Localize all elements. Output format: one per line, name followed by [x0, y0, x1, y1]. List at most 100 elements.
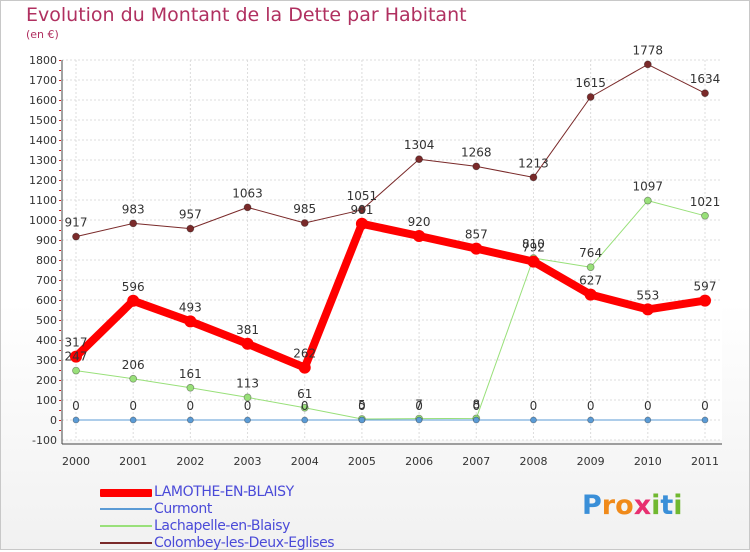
y-tick-label: 1600: [29, 94, 57, 107]
data-label-1: 0: [530, 399, 538, 413]
data-label-1: 0: [129, 399, 137, 413]
data-label-2: 8: [472, 397, 480, 411]
data-label-1: 0: [358, 399, 366, 413]
data-point-3: [129, 219, 138, 228]
data-label-1: 0: [644, 399, 652, 413]
data-point-3: [586, 93, 595, 101]
data-point-3: [415, 155, 423, 164]
data-point-0: [127, 294, 140, 307]
data-label-0: 920: [408, 215, 431, 229]
data-point-1: [186, 416, 194, 424]
legend-label-colombey: Colombey-les-Deux-Eglises: [154, 535, 335, 551]
data-label-3: 917: [65, 216, 88, 230]
logo-letter: o: [615, 490, 634, 521]
data-point-0: [355, 217, 368, 230]
data-label-3: 983: [122, 202, 145, 216]
data-point-0: [413, 230, 426, 242]
x-tick-label: 2007: [462, 455, 490, 468]
data-label-2: 247: [65, 350, 88, 364]
y-tick-label: -100: [32, 434, 57, 447]
data-label-3: 1634: [690, 72, 721, 86]
data-point-2: [129, 374, 138, 383]
data-point-3: [643, 60, 652, 69]
x-tick-label: 2005: [348, 455, 376, 468]
x-tick-label: 2004: [291, 455, 319, 468]
data-label-2: 113: [236, 376, 259, 390]
data-label-2: 206: [122, 358, 145, 372]
x-tick-label: 2006: [405, 455, 433, 468]
data-point-0: [70, 350, 82, 363]
y-tick-label: 1100: [29, 194, 57, 207]
y-tick-label: 300: [36, 354, 57, 367]
data-label-3: 985: [293, 202, 316, 216]
data-label-3: 1304: [404, 138, 435, 152]
data-label-0: 493: [179, 300, 202, 314]
data-point-1: [358, 416, 366, 424]
x-tick-label: 2000: [62, 455, 90, 468]
data-label-1: 0: [301, 399, 309, 413]
data-point-3: [701, 89, 709, 98]
legend-swatch-colombey: [100, 542, 152, 544]
data-label-2: 61: [297, 387, 312, 401]
legend-label-lamothe: LAMOTHE-EN-BLAISY: [154, 484, 294, 500]
data-point-2: [300, 403, 309, 412]
data-label-3: 1268: [461, 145, 492, 159]
series-line-3: [75, 63, 706, 238]
data-label-1: 0: [587, 399, 595, 413]
series-line-2: [75, 200, 706, 420]
data-point-3: [300, 219, 309, 227]
data-label-2: 1097: [633, 180, 664, 194]
data-point-2: [243, 393, 252, 402]
data-label-3: 957: [179, 208, 202, 222]
data-point-2: [186, 383, 195, 392]
data-point-1: [129, 416, 137, 424]
data-label-2: 810: [522, 237, 545, 251]
data-label-3: 1051: [347, 189, 378, 203]
y-tick-label: 500: [36, 314, 57, 327]
logo-letter: i: [651, 490, 661, 521]
x-tick-label: 2011: [691, 455, 719, 468]
y-tick-label: 400: [36, 334, 57, 347]
data-point-0: [699, 294, 711, 307]
data-point-3: [358, 205, 366, 214]
data-point-0: [641, 303, 654, 316]
data-label-1: 0: [244, 399, 252, 413]
x-tick-label: 2001: [119, 455, 147, 468]
y-tick-label: 1200: [29, 174, 57, 187]
x-tick-label: 2003: [234, 455, 262, 468]
data-label-1: 0: [415, 399, 423, 413]
data-label-0: 381: [236, 323, 259, 337]
data-point-3: [472, 162, 481, 171]
data-point-0: [584, 288, 597, 301]
y-tick-label: 100: [36, 394, 57, 407]
legend-swatch-lamothe: [100, 489, 152, 497]
data-label-3: 1615: [575, 76, 606, 90]
y-tick-label: 1800: [29, 54, 57, 67]
legend-swatch-lachapelle: [100, 525, 152, 527]
series-line-0: [72, 219, 709, 372]
proxiti-logo: Proxiti: [582, 490, 683, 521]
data-point-1: [472, 416, 480, 424]
data-label-0: 553: [636, 288, 659, 302]
data-label-0: 317: [65, 336, 88, 350]
legend-label-curmont: Curmont: [154, 501, 212, 517]
data-point-3: [186, 224, 195, 233]
data-label-2: 764: [579, 246, 602, 260]
chart-title: Evolution du Montant de la Dette par Hab…: [26, 4, 467, 26]
data-point-1: [301, 416, 309, 424]
y-tick-label: 900: [36, 234, 57, 247]
data-point-2: [72, 366, 80, 375]
data-label-0: 597: [694, 280, 717, 294]
legend-swatch-curmont: [100, 508, 152, 510]
data-label-3: 1213: [518, 156, 549, 170]
data-label-2: 7: [415, 398, 423, 412]
data-point-3: [72, 232, 80, 241]
data-point-0: [241, 337, 254, 350]
y-tick-label: 1700: [29, 74, 57, 87]
data-point-3: [243, 203, 252, 212]
x-tick-label: 2010: [634, 455, 662, 468]
data-point-3: [529, 173, 538, 182]
data-label-0: 792: [522, 241, 545, 255]
y-tick-label: 700: [36, 274, 57, 287]
